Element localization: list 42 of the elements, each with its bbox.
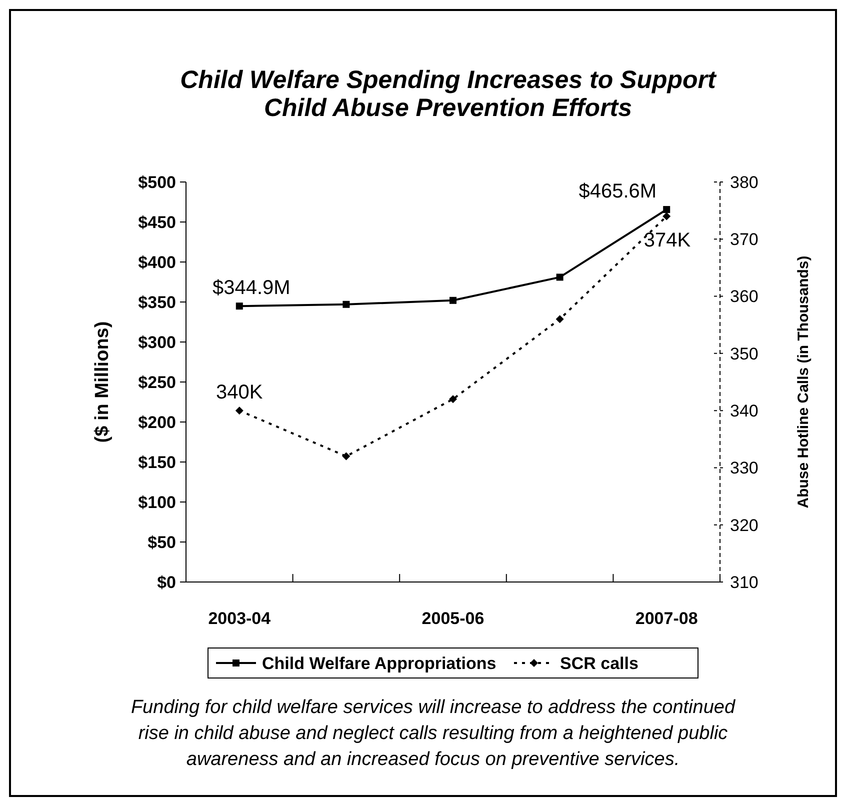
point: [235, 406, 244, 415]
y2-tick-label: 380: [730, 172, 758, 192]
point: [663, 206, 670, 214]
y-tick-label: $50: [148, 532, 176, 552]
legend-label: SCR calls: [560, 654, 638, 673]
y-tick-label: $500: [138, 172, 176, 192]
data-label: 374K: [644, 229, 692, 252]
chart-title: Child Welfare Spending Increases to Support Child Abuse Prevention Efforts: [180, 66, 718, 122]
y-tick-label: $450: [138, 212, 176, 232]
y2-tick-label: 370: [730, 230, 758, 250]
y2-axis-title: Abuse Hotline Calls (in Thousands): [795, 256, 812, 508]
y-tick-label: $100: [138, 492, 176, 512]
point: [342, 300, 350, 308]
x-tick-label: 2005-06: [422, 609, 484, 628]
y-tick-label: $400: [138, 252, 176, 272]
point: [556, 274, 564, 281]
y2-tick-label: 320: [730, 516, 758, 535]
data-label: $465.6M: [578, 180, 657, 203]
y-axis-title: ($ in Millions): [92, 321, 113, 443]
y2-tick-label: 340: [730, 402, 758, 421]
y2-tick-label: 310: [730, 572, 758, 592]
point: [450, 296, 456, 304]
point: [556, 315, 564, 324]
y-tick-label: $300: [138, 332, 176, 352]
point: [342, 452, 350, 460]
y2-tick-label: 360: [730, 287, 758, 306]
point: [236, 302, 243, 310]
x-tick-label: 2003-04: [208, 609, 272, 628]
legend-label: Child Welfare Appropriations: [262, 654, 496, 673]
text: Funding for child welfare services will increase to address the continued rise in child abuse and neglect calls resulting from a heightened public awareness and an increased focus on preventive services.: [130, 697, 736, 770]
y-tick-label: $350: [138, 292, 176, 312]
y2-tick-label: 350: [730, 344, 758, 364]
y-tick-label: $150: [138, 452, 176, 472]
y-tick-label: $250: [138, 372, 176, 392]
x-tick-label: 2007-08: [635, 609, 698, 628]
y-tick-label: $200: [138, 412, 176, 432]
data-label: $344.9M: [212, 277, 290, 300]
point: [662, 212, 671, 220]
point: [449, 395, 457, 404]
y2-tick-label: 330: [730, 458, 758, 478]
y-tick-label: $0: [157, 572, 176, 592]
data-label: 340K: [216, 382, 264, 404]
